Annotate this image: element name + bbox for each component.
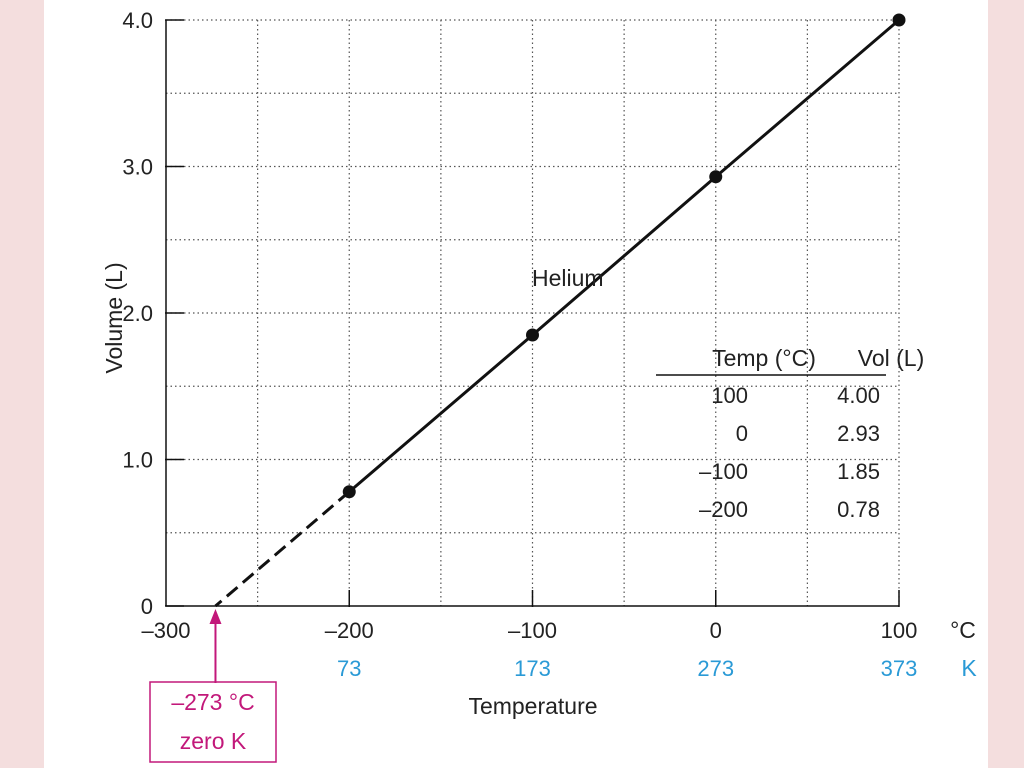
celsius-unit-label: °C	[950, 617, 976, 643]
y-axis-label: Volume (L)	[101, 262, 127, 373]
grid	[166, 19, 900, 606]
axis-labels: Volume (L) Temperature °C K Helium	[101, 262, 977, 719]
kelvin-tick-label: 173	[514, 656, 551, 681]
table-cell-temp: –100	[699, 459, 748, 484]
kelvin-unit-label: K	[961, 655, 977, 681]
data-point	[709, 170, 723, 184]
y-tick-label: 4.0	[122, 8, 153, 33]
x-tick-label: –100	[508, 618, 557, 643]
data-table: Temp (°C) Vol (L) 100 4.00 0 2.93 –100 1.85 –200…	[656, 345, 924, 522]
extrapolation-line	[214, 490, 351, 608]
ticks: 0 1.0 2.0 3.0 4.0 –300 –200 –100 0 100 73 173 273 373	[122, 8, 917, 681]
kelvin-tick-label: 273	[697, 656, 734, 681]
table-header-vol: Vol (L)	[858, 345, 924, 371]
kelvin-tick-label: 373	[881, 656, 918, 681]
y-tick-label: 1.0	[122, 448, 153, 473]
x-tick-label: 0	[710, 618, 722, 643]
table-cell-vol: 4.00	[837, 383, 880, 408]
x-tick-label: 100	[881, 618, 918, 643]
y-tick-label: 0	[141, 594, 153, 619]
y-tick-label: 2.0	[122, 301, 153, 326]
table-cell-temp: 100	[711, 383, 748, 408]
table-cell-vol: 0.78	[837, 497, 880, 522]
plot-lines	[214, 18, 900, 608]
x-tick-label: –200	[325, 618, 374, 643]
annotation-line-2: zero K	[180, 728, 247, 754]
series-line-helium	[348, 18, 900, 493]
table-cell-vol: 2.93	[837, 421, 880, 446]
zero-kelvin-annotation: –273 °C zero K	[149, 609, 277, 763]
y-tick-label: 3.0	[122, 155, 153, 180]
data-point	[342, 485, 356, 499]
annotation-line-1: –273 °C	[171, 689, 254, 715]
data-points	[342, 13, 906, 499]
table-cell-temp: –200	[699, 497, 748, 522]
table-cell-vol: 1.85	[837, 459, 880, 484]
slide-canvas: 0 1.0 2.0 3.0 4.0 –300 –200 –100 0 100 73 173 273 373…	[44, 0, 988, 768]
kelvin-tick-label: 73	[337, 656, 361, 681]
x-axis-label: Temperature	[468, 693, 597, 719]
table-header-temp: Temp (°C)	[712, 345, 816, 371]
table-cell-temp: 0	[736, 421, 748, 446]
annotation-box	[149, 681, 277, 763]
data-point	[526, 328, 539, 342]
x-tick-label: –300	[142, 618, 191, 643]
data-point	[892, 13, 906, 27]
charles-law-chart: 0 1.0 2.0 3.0 4.0 –300 –200 –100 0 100 73 173 273 373…	[101, 8, 977, 763]
series-label-helium: Helium	[532, 265, 604, 291]
annotation-arrow-head	[209, 609, 222, 624]
